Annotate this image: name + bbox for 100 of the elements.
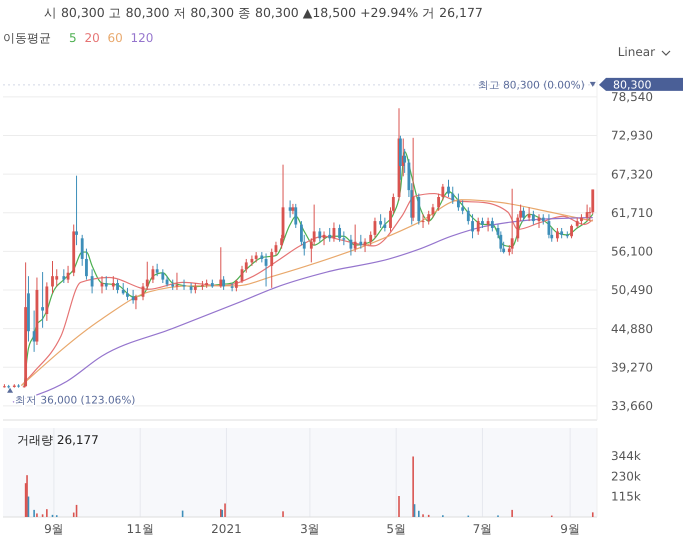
candlestick: [510, 188, 514, 255]
candlestick: [338, 224, 342, 242]
candlestick: [85, 248, 88, 280]
y-tick-label: 230k: [611, 469, 641, 484]
candlestick: [240, 265, 244, 284]
candlestick: [481, 217, 484, 228]
candlestick: [264, 252, 268, 287]
y-tick-label: 50,490: [611, 283, 653, 298]
y-tick-label: 72,930: [611, 128, 653, 143]
candlestick: [244, 258, 248, 274]
candlestick: [194, 282, 197, 294]
candlestick: [219, 246, 222, 288]
candlestick: [126, 287, 129, 301]
text: 120: [130, 31, 154, 45]
candlestick: [250, 255, 254, 266]
x-tick-label: 5월: [386, 522, 406, 536]
candlestick: [350, 234, 352, 256]
candlestick: [486, 217, 490, 232]
chart-title: 거래량 26,177: [17, 433, 99, 447]
candlestick: [586, 204, 589, 222]
candlestick: [292, 203, 294, 215]
candlestick: [32, 310, 36, 352]
x-tick-label: 7월: [472, 522, 492, 536]
x-tick-label: 2021: [211, 522, 242, 536]
candlestick: [270, 248, 274, 288]
candlestick: [432, 203, 434, 218]
candlestick: [441, 183, 444, 201]
candlestick: [41, 272, 44, 328]
candlestick: [364, 238, 366, 253]
candlestick: [456, 193, 460, 212]
y-tick-label: 61,710: [611, 206, 653, 220]
text: 20: [84, 31, 100, 45]
ref-line-label: 80,300: [613, 78, 652, 92]
candlestick: [51, 260, 54, 294]
candlestick: [75, 175, 78, 246]
candlestick: [66, 265, 70, 284]
candlestick: [548, 214, 550, 239]
candlestick: [152, 265, 154, 284]
line-series: [24, 150, 594, 387]
y-tick-label: 67,320: [611, 167, 653, 182]
annotation: 최고 80,300 (0.00%): [478, 79, 585, 92]
candlestick: [528, 206, 531, 222]
candlestick: [476, 217, 480, 236]
candlestick: [134, 294, 138, 310]
candlestick: [55, 268, 58, 287]
candlestick: [182, 279, 186, 290]
y-tick-label: 44,880: [611, 322, 653, 336]
candlestick: [116, 279, 119, 294]
chart-title: 시 80,300 고 80,300 저 80,300 종 80,300 ▲18,500 +29.94% 거 26,177: [44, 5, 483, 20]
text: 5: [69, 31, 77, 45]
candlestick: [132, 289, 135, 304]
candlestick: [166, 276, 168, 287]
y-tick-label: 344k: [611, 448, 641, 463]
candlestick: [322, 230, 326, 246]
candlestick: [427, 210, 430, 226]
candlestick: [471, 214, 474, 239]
candlestick: [100, 276, 104, 294]
candlestick: [161, 268, 164, 284]
candlestick: [570, 224, 573, 239]
candlestick: [359, 234, 362, 250]
y-tick-label: 115k: [611, 490, 641, 504]
candlestick: [374, 217, 376, 239]
candlestick: [538, 214, 540, 228]
candlestick: [122, 282, 125, 296]
candlestick: [176, 272, 178, 290]
text: Linear: [618, 45, 656, 59]
y-tick-label: 78,540: [611, 90, 653, 104]
text: 60: [108, 31, 123, 45]
candlestick: [379, 214, 382, 228]
candlestick: [556, 227, 559, 242]
candlestick: [222, 276, 226, 290]
candlestick: [451, 186, 454, 204]
candlestick: [490, 217, 494, 232]
x-tick-label: 3월: [300, 522, 320, 536]
candlestick: [422, 214, 424, 228]
y-tick-label: 56,100: [611, 244, 653, 259]
candlestick: [580, 214, 583, 226]
candlestick: [542, 214, 545, 226]
candlestick: [112, 276, 115, 290]
candlestick: [447, 179, 450, 198]
candlestick: [260, 252, 264, 263]
candlestick: [274, 241, 278, 256]
candlestick: [412, 137, 415, 222]
candlestick: [437, 193, 440, 212]
x-tick-label: 9월: [560, 522, 580, 536]
y-tick-label: 33,660: [611, 399, 653, 414]
candlestick: [576, 217, 579, 228]
candlestick: [62, 268, 66, 284]
candlestick: [288, 200, 292, 218]
candlestick: [104, 276, 108, 290]
candlestick: [146, 261, 149, 290]
x-tick-label: 11월: [126, 522, 154, 536]
candlestick: [461, 200, 464, 215]
candlestick: [328, 227, 332, 242]
candlestick: [90, 268, 94, 294]
candlestick: [383, 217, 386, 232]
candlestick: [522, 206, 525, 222]
candlestick: [190, 282, 193, 294]
candlestick: [234, 279, 238, 292]
candlestick: [142, 282, 144, 301]
